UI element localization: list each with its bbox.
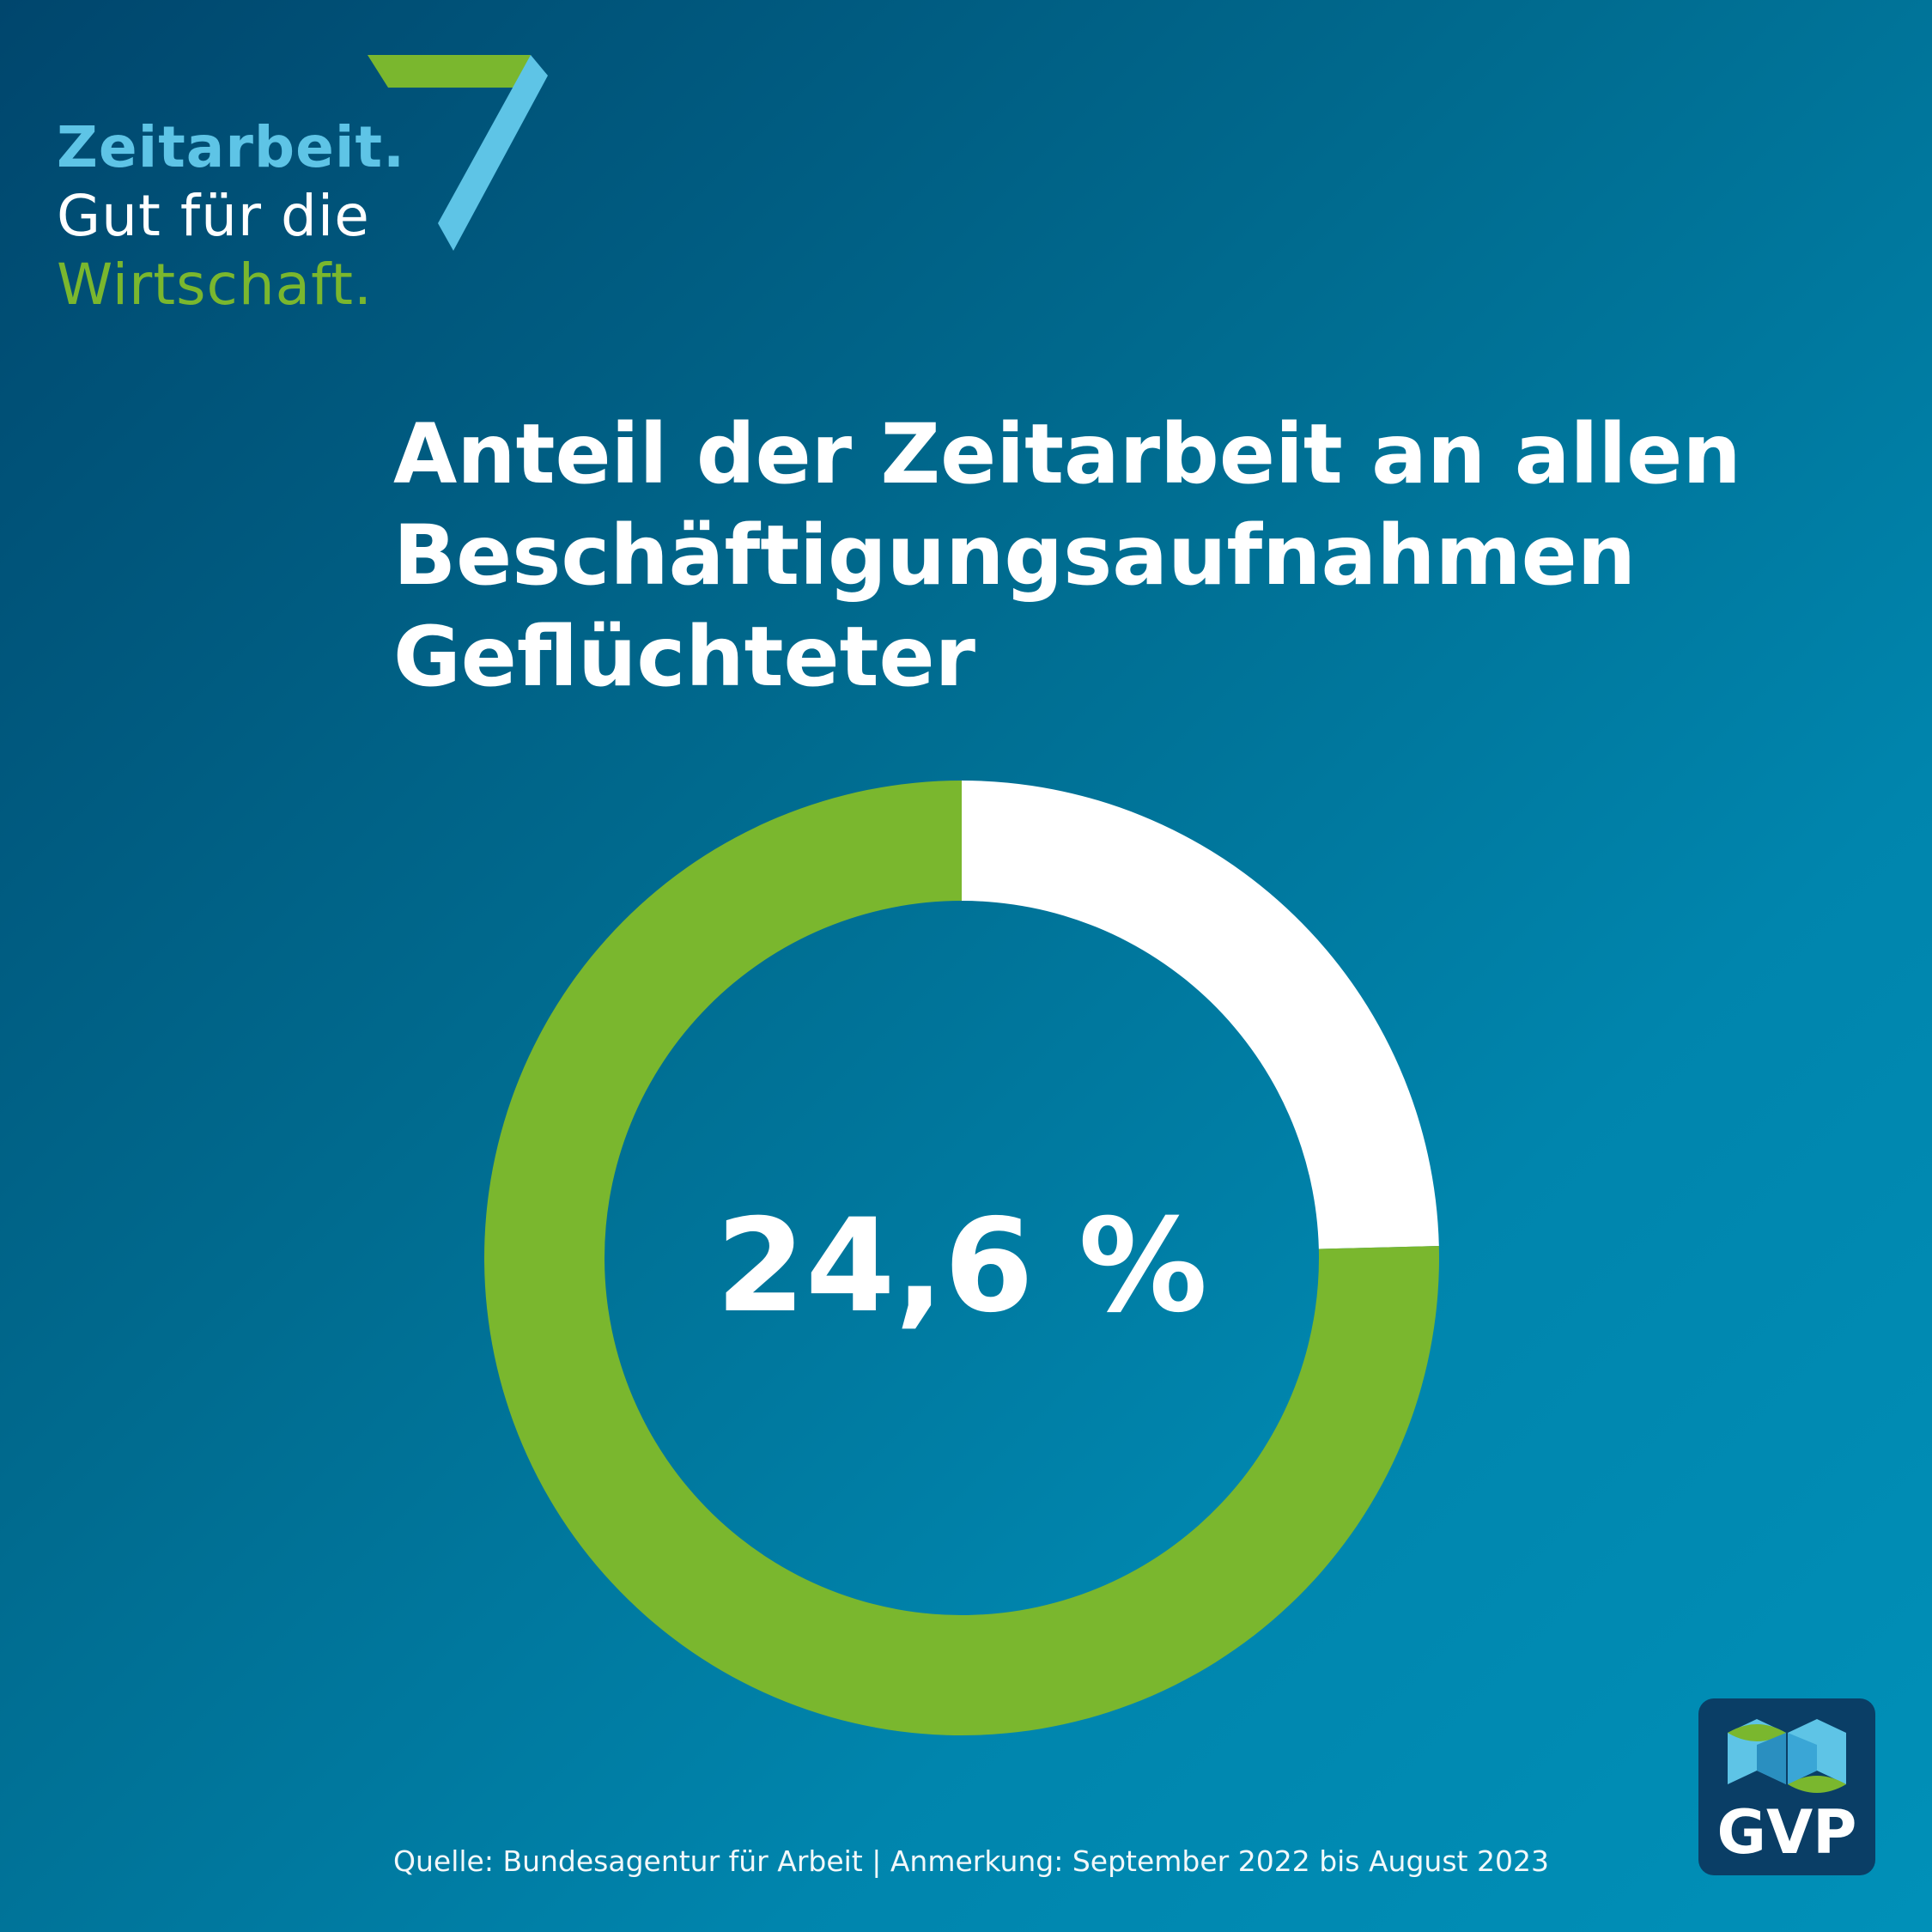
- logo-line-3: Wirtschaft.: [57, 252, 374, 318]
- logo-line-1: Zeitarbeit.: [57, 114, 406, 180]
- title-line-3: Geflüchteter: [393, 609, 975, 705]
- seven-logo-icon: [368, 55, 548, 251]
- title-line-2: Beschäftigungsaufnahmen: [393, 507, 1637, 604]
- center-value-label: 24,6 %: [715, 1192, 1208, 1341]
- donut-slice-0: [962, 781, 1439, 1249]
- zeitarbeit-logo: Zeitarbeit. Gut für die Wirtschaft.: [52, 52, 567, 326]
- gvp-badge-text: GVP: [1716, 1797, 1857, 1868]
- source-note: Quelle: Bundesagentur für Arbeit | Anmer…: [393, 1844, 1549, 1878]
- chart-title: Anteil der Zeitarbeit an allen Beschäfti…: [393, 404, 1853, 708]
- logo-line-2: Gut für die: [57, 183, 370, 249]
- donut-chart: [484, 781, 1439, 1736]
- title-line-1: Anteil der Zeitarbeit an allen: [393, 406, 1741, 502]
- gvp-logo-icon: [1728, 1719, 1846, 1793]
- gvp-badge: GVP: [1698, 1698, 1875, 1875]
